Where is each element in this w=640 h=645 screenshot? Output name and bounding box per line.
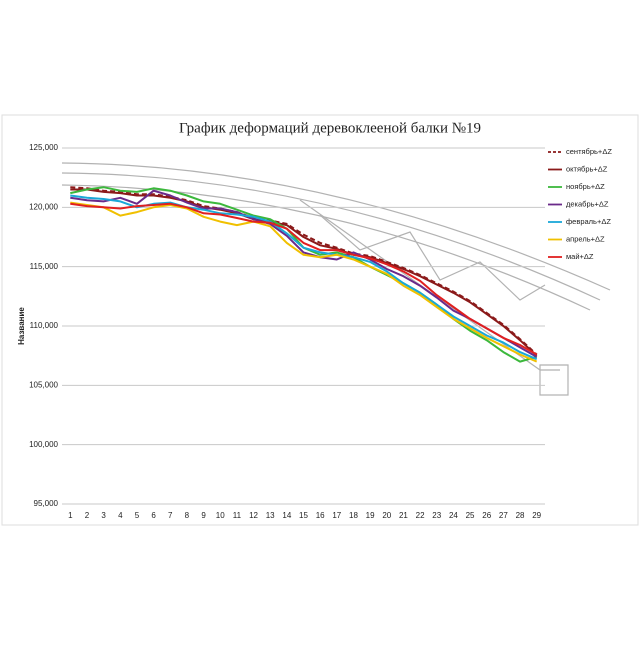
legend-label: февраль+ΔZ — [566, 217, 611, 226]
x-tick-label: 17 — [332, 511, 341, 520]
y-tick-label: 120,000 — [29, 202, 58, 211]
x-tick-label: 24 — [449, 511, 458, 520]
beam-drawing — [61, 162, 611, 396]
x-tick-label: 18 — [349, 511, 358, 520]
y-tick-label: 105,000 — [29, 380, 58, 389]
x-tick-label: 12 — [249, 511, 258, 520]
x-tick-label: 23 — [432, 511, 441, 520]
x-tick-label: 10 — [216, 511, 225, 520]
x-tick-label: 28 — [516, 511, 525, 520]
legend-label: май+ΔZ — [566, 252, 594, 261]
y-tick-label: 125,000 — [29, 143, 58, 152]
y-tick-label: 100,000 — [29, 440, 58, 449]
y-tick-label: 95,000 — [34, 499, 59, 508]
y-axis-label: Название — [17, 307, 26, 345]
legend-label: декабрь+ΔZ — [566, 199, 609, 208]
x-tick-label: 7 — [168, 511, 173, 520]
x-tick-label: 19 — [366, 511, 375, 520]
x-tick-label: 22 — [416, 511, 425, 520]
legend-label: апрель+ΔZ — [566, 234, 605, 243]
series-line — [70, 189, 538, 358]
x-tick-label: 1 — [68, 511, 73, 520]
x-tick-label: 16 — [316, 511, 325, 520]
x-tick-label: 11 — [233, 511, 242, 520]
x-tick-label: 27 — [499, 511, 508, 520]
x-tick-label: 21 — [399, 511, 408, 520]
x-tick-label: 4 — [118, 511, 123, 520]
legend-label: ноябрь+ΔZ — [566, 182, 605, 191]
legend-label: сентябрь+ΔZ — [566, 147, 612, 156]
series-line — [70, 186, 538, 356]
y-tick-label: 110,000 — [30, 321, 59, 330]
x-tick-label: 2 — [85, 511, 90, 520]
legend-label: октябрь+ΔZ — [566, 164, 608, 173]
x-tick-label: 26 — [482, 511, 491, 520]
frame — [1, 114, 639, 526]
series-line — [70, 202, 538, 356]
y-tick-label: 115,000 — [30, 262, 59, 271]
x-tick-label: 25 — [466, 511, 475, 520]
x-tick-label: 8 — [185, 511, 190, 520]
x-tick-label: 20 — [382, 511, 391, 520]
x-tick-label: 5 — [135, 511, 140, 520]
series-line — [70, 201, 538, 363]
x-tick-label: 15 — [299, 511, 308, 520]
x-tick-label: 6 — [151, 511, 156, 520]
x-tick-label: 29 — [532, 511, 541, 520]
chart-title: График деформаций деревоклееной балки №1… — [179, 120, 481, 136]
x-tick-label: 14 — [282, 511, 291, 520]
x-tick-label: 13 — [266, 511, 275, 520]
x-tick-label: 9 — [201, 511, 206, 520]
x-tick-label: 3 — [101, 511, 106, 520]
